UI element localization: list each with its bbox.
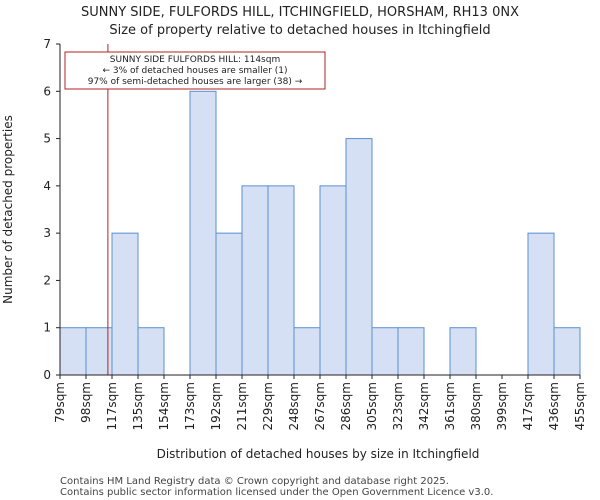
y-tick-label: 4 bbox=[43, 179, 51, 193]
x-tick-label: 286sqm bbox=[339, 382, 353, 430]
x-tick-label: 135sqm bbox=[131, 382, 145, 430]
bar bbox=[553, 327, 581, 376]
annotation-box bbox=[64, 51, 326, 90]
bar bbox=[241, 185, 269, 376]
annotation-line-1: SUNNY SIDE FULFORDS HILL: 114sqm bbox=[110, 55, 280, 65]
x-tick-label: 79sqm bbox=[53, 382, 67, 423]
bar bbox=[267, 185, 295, 376]
x-tick-label: 192sqm bbox=[209, 382, 223, 430]
x-tick-label: 248sqm bbox=[287, 382, 301, 430]
bar bbox=[527, 232, 555, 376]
bar bbox=[137, 327, 165, 376]
y-ticks-group: 0 1 2 3 4 5 6 7 bbox=[43, 37, 60, 382]
bar bbox=[189, 90, 217, 376]
bar bbox=[371, 327, 399, 376]
x-tick-label: 455sqm bbox=[573, 382, 587, 430]
x-tick-label: 211sqm bbox=[235, 382, 249, 430]
bar bbox=[345, 138, 373, 376]
x-tick-label: 154sqm bbox=[157, 382, 171, 430]
x-tick-label: 305sqm bbox=[365, 382, 379, 430]
x-tick-label: 399sqm bbox=[495, 382, 509, 430]
annotation-line-2: ← 3% of detached houses are smaller (1) bbox=[102, 66, 287, 76]
y-tick-label: 2 bbox=[43, 273, 51, 287]
chart-subtitle: Size of property relative to detached ho… bbox=[109, 23, 490, 38]
bars-group bbox=[59, 90, 581, 376]
x-tick-label: 361sqm bbox=[443, 382, 457, 430]
y-tick-label: 7 bbox=[43, 37, 51, 51]
x-tick-label: 380sqm bbox=[469, 382, 483, 430]
y-tick-label: 5 bbox=[43, 132, 51, 146]
x-tick-label: 342sqm bbox=[417, 382, 431, 430]
bar bbox=[59, 327, 87, 376]
bar bbox=[449, 327, 477, 376]
bar bbox=[293, 327, 321, 376]
bar bbox=[111, 232, 139, 376]
y-tick-label: 6 bbox=[43, 84, 51, 98]
x-axis-label: Distribution of detached houses by size … bbox=[157, 447, 480, 461]
x-tick-label: 436sqm bbox=[547, 382, 561, 430]
footer-line-1: Contains HM Land Registry data © Crown c… bbox=[60, 476, 449, 487]
y-tick-label: 0 bbox=[43, 368, 51, 382]
x-tick-label: 117sqm bbox=[105, 382, 119, 430]
x-tick-label: 323sqm bbox=[391, 382, 405, 430]
annotation-line-3: 97% of semi-detached houses are larger (… bbox=[88, 77, 303, 87]
chart-title: SUNNY SIDE, FULFORDS HILL, ITCHINGFIELD,… bbox=[81, 5, 519, 20]
bar bbox=[215, 232, 243, 376]
y-axis-label: Number of detached properties bbox=[1, 115, 15, 304]
y-tick-label: 3 bbox=[43, 226, 51, 240]
x-tick-label: 173sqm bbox=[183, 382, 197, 430]
x-tick-label: 229sqm bbox=[261, 382, 275, 430]
x-tick-label: 417sqm bbox=[521, 382, 535, 430]
footer-line-2: Contains public sector information licen… bbox=[60, 487, 493, 498]
x-tick-label: 267sqm bbox=[313, 382, 327, 430]
y-tick-label: 1 bbox=[43, 321, 51, 335]
x-ticks-group: 79sqm 98sqm 117sqm 135sqm 154sqm 173sqm 192sqm… bbox=[53, 375, 587, 430]
bar bbox=[397, 327, 425, 376]
x-tick-label: 98sqm bbox=[79, 382, 93, 423]
bar bbox=[319, 185, 347, 376]
